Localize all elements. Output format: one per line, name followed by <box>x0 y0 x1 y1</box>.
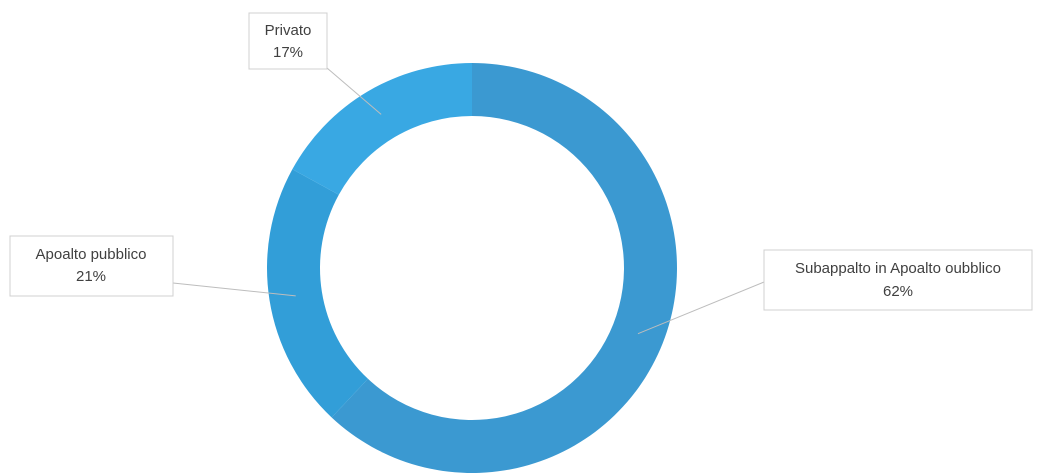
slice-label-privato: Privato <box>265 22 312 39</box>
leader-line-privato <box>326 67 382 115</box>
slice-subappalto <box>331 63 677 474</box>
slice-label-subappalto: Subappalto in Apoalto oubblico <box>795 260 1001 277</box>
donut-slices <box>267 62 677 474</box>
slice-value-subappalto: 62% <box>883 283 913 300</box>
slice-privato <box>292 62 472 195</box>
slice-label-appalto-pubblico: Apoalto pubblico <box>36 246 147 263</box>
callout-appalto-pubblico: Apoalto pubblico 21% <box>9 235 174 297</box>
slice-value-privato: 17% <box>273 44 303 61</box>
slice-appalto-pubblico <box>267 169 368 418</box>
leader-line-subappalto <box>637 281 765 335</box>
leader-lines <box>172 67 765 335</box>
slice-value-appalto-pubblico: 21% <box>76 268 106 285</box>
callout-box-privato <box>248 12 328 70</box>
callout-box-appalto-pubblico <box>9 235 174 297</box>
leader-line-appalto-pubblico <box>172 282 296 297</box>
callout-box-subappalto <box>763 249 1033 311</box>
callout-subappalto: Subappalto in Apoalto oubblico 62% <box>763 249 1033 311</box>
callout-privato: Privato 17% <box>248 12 328 70</box>
